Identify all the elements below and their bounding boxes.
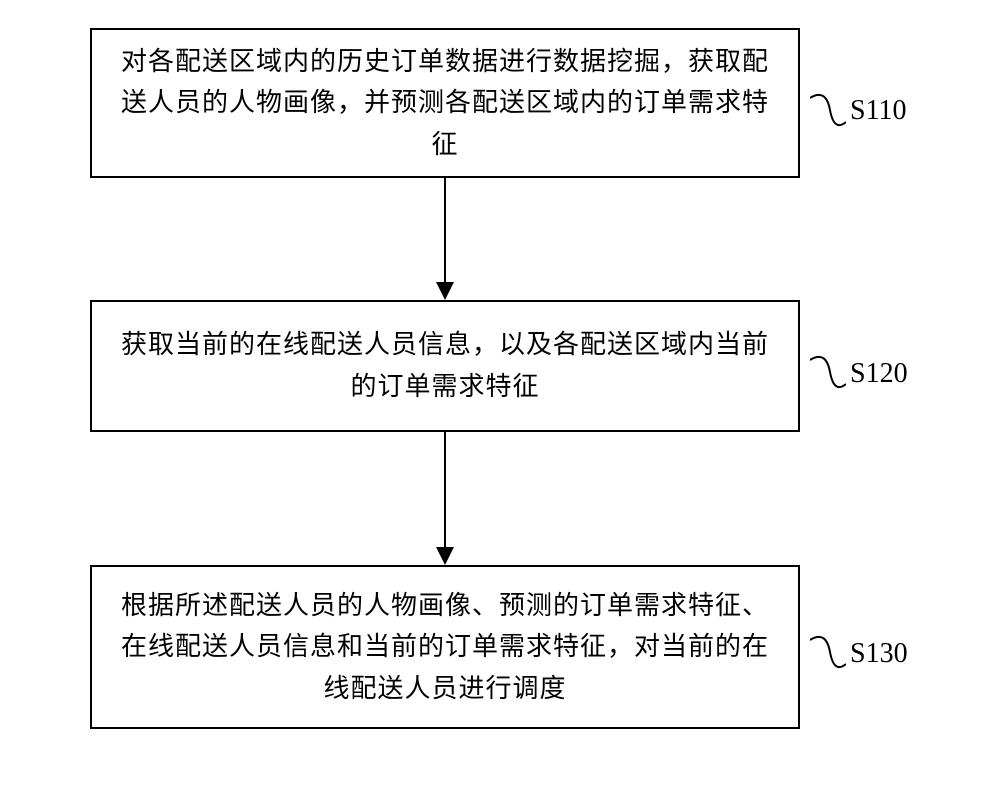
node-label-s130: S130 — [850, 638, 908, 670]
node-text: 获取当前的在线配送人员信息，以及各配送区域内当前的订单需求特征 — [118, 324, 772, 407]
connector-curve — [810, 88, 846, 140]
arrow-line — [444, 178, 446, 282]
flowchart-node-s110: 对各配送区域内的历史订单数据进行数据挖掘，获取配送人员的人物画像，并预测各配送区… — [90, 28, 800, 178]
node-text: 根据所述配送人员的人物画像、预测的订单需求特征、在线配送人员信息和当前的订单需求… — [118, 585, 772, 710]
connector-curve — [810, 630, 846, 682]
flowchart-node-s130: 根据所述配送人员的人物画像、预测的订单需求特征、在线配送人员信息和当前的订单需求… — [90, 565, 800, 729]
arrow-line — [444, 432, 446, 547]
flowchart-node-s120: 获取当前的在线配送人员信息，以及各配送区域内当前的订单需求特征 — [90, 300, 800, 432]
node-label-s120: S120 — [850, 358, 908, 390]
arrow-head — [436, 282, 454, 300]
arrow-head — [436, 547, 454, 565]
connector-curve — [810, 350, 846, 402]
node-text: 对各配送区域内的历史订单数据进行数据挖掘，获取配送人员的人物画像，并预测各配送区… — [118, 41, 772, 166]
node-label-s110: S110 — [850, 95, 907, 127]
